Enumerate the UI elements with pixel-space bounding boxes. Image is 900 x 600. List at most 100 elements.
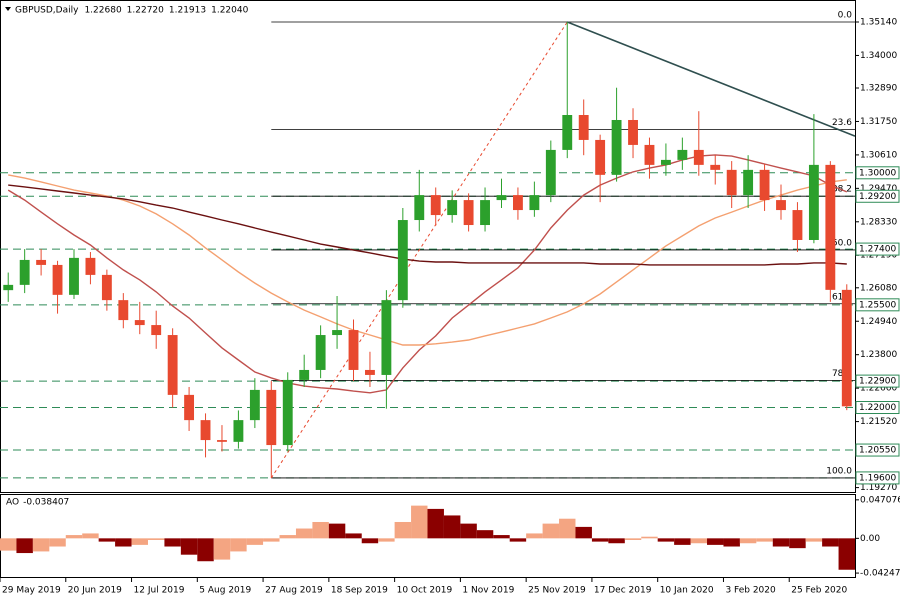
candle-body [578,115,589,140]
ao-bar [789,538,806,549]
ao-bar [608,538,625,544]
candle-body [118,300,129,321]
candle-body [101,274,112,301]
candle-body [332,330,342,336]
ao-bar [0,538,17,551]
ao-bar [559,518,576,539]
y-tick-label: 1.24940 [860,317,897,327]
candle-body [233,420,244,442]
candle-body [397,220,408,301]
y-tick-label: 1.28330 [860,217,897,227]
ao-bar [542,523,560,539]
candle-body [808,164,819,240]
level-label: 1.22900 [859,377,896,387]
moving-average [8,174,847,346]
level-label: 1.29200 [859,192,896,202]
level-box [855,443,900,457]
symbol-arrow [5,7,11,11]
x-tick-label: 29 May 2019 [2,586,61,596]
ao-bar [427,508,444,539]
y-tick-label: 1.26080 [860,283,897,293]
y-tick-label: 1.19270 [860,483,897,493]
x-tick-label: 17 Dec 2019 [594,586,652,596]
moving-average [7,154,848,394]
ao-bar [838,538,855,570]
quote-value: 1.21913 [169,6,206,16]
candle-body [414,195,425,221]
ao-bar [575,526,592,539]
level-box [855,374,900,388]
ao-bar [822,538,839,547]
candle-body [200,420,211,441]
trendline [566,21,856,137]
ao-bar [805,538,823,542]
ao-bar [361,538,379,544]
y-tick-label: 1.35140 [860,18,897,28]
candle-body [841,289,852,407]
fib-label: 50.0 [832,238,852,248]
candle-body [447,200,458,216]
ao-bar [378,538,395,542]
ao-bar [131,538,148,545]
level-label: 1.30000 [859,168,896,178]
level-box [855,298,900,312]
fib-label: 23.6 [832,118,852,128]
ao-bar [345,533,362,539]
candle-body [611,119,622,175]
candle-body [825,164,836,290]
candle-body [743,169,754,196]
ao-bar [295,528,313,539]
indicator-title: AO [6,498,19,508]
x-tick-label: 3 Feb 2020 [725,586,776,596]
candle-body [315,335,326,370]
candle-body [759,169,770,201]
candle-body [167,335,178,395]
ao-bar [756,538,773,542]
level-label: 1.25500 [859,300,896,310]
fib-label: 100.0 [826,466,852,476]
ao-bar [772,538,790,547]
main-pane [0,0,856,493]
candle-body [480,200,490,226]
ao-bar [739,538,757,544]
x-tick-label: 18 Sep 2019 [331,586,388,596]
ao-bar [624,538,642,540]
ao-bar [641,536,658,539]
y-tick-label: 1.21520 [860,417,897,427]
candle-body [562,115,573,150]
x-tick-label: 1 Nov 2019 [462,586,514,596]
candle-body [792,210,803,240]
ao-bar [312,521,329,539]
level-box [855,166,900,180]
candle-body [184,394,195,421]
ao-bar [460,523,477,539]
ao-bar [526,533,543,539]
ao-bar [476,530,494,539]
candle-body [677,149,688,160]
candle-body [660,159,671,165]
ao-bar [509,538,527,542]
candle-body [69,257,79,295]
level-box [855,401,900,415]
ao-bar [246,538,264,545]
plot-layer: 1.35140 1.34000 1.32890 1.31750 1.30610 1.294… [0,11,900,596]
ao-bar [82,533,99,539]
ao-bar [16,538,33,554]
candle-body [36,259,47,265]
ao-bar [164,538,181,547]
fib-swing [270,21,568,479]
candle-body [266,389,277,446]
level-box [855,242,900,256]
ao-bar [65,535,83,539]
candle-body [85,257,96,275]
candle-body [430,195,441,216]
level-box [855,189,900,203]
ao-bar [328,523,346,539]
candle-body [644,144,655,165]
ao-bar [263,538,280,542]
ao-bar [394,521,412,539]
y-tick-label: 1.32890 [860,84,897,94]
level-label: 1.27400 [859,245,896,255]
level-label: 1.20550 [859,446,896,456]
y-tick-label: 1.23800 [860,350,897,360]
